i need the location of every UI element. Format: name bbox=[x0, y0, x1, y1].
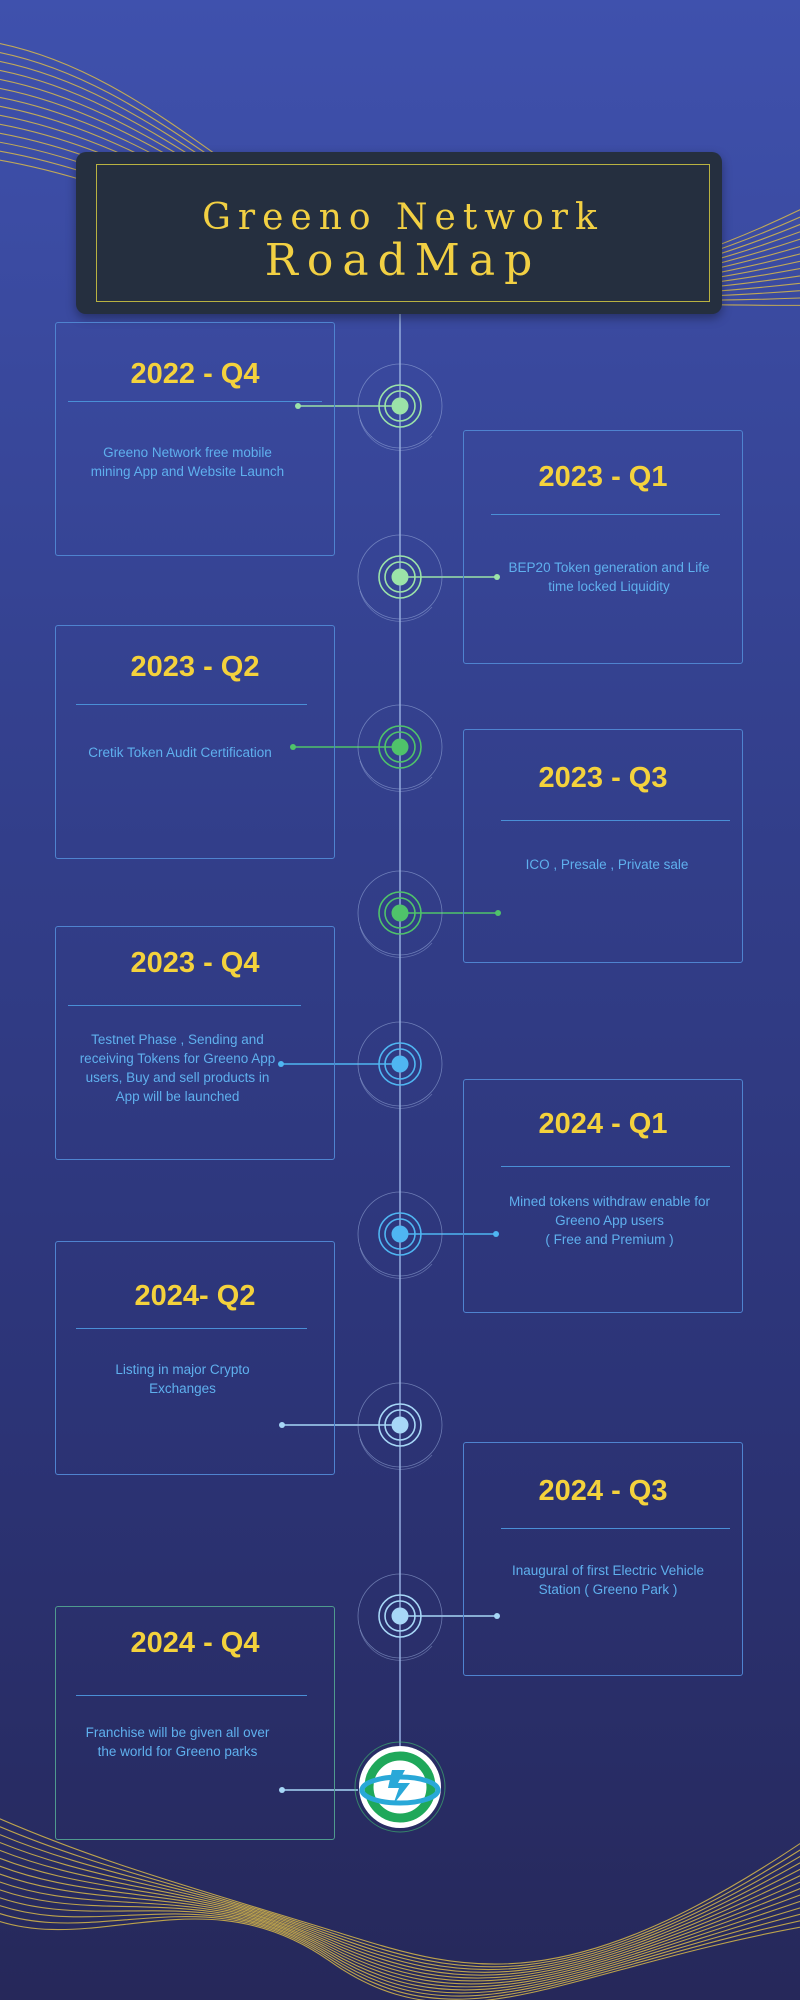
milestone-divider bbox=[76, 704, 307, 705]
milestone-description: Franchise will be given all over the wor… bbox=[85, 1725, 270, 1759]
milestone-title: 2023 - Q4 bbox=[130, 947, 260, 979]
connector-dot bbox=[279, 1787, 285, 1793]
timeline-node bbox=[357, 1191, 443, 1279]
connector-dot bbox=[279, 1422, 285, 1428]
milestone-card: 2023 - Q2 Cretik Token Audit Certificatio… bbox=[55, 625, 335, 859]
connector-dot bbox=[278, 1061, 284, 1067]
milestone-title: 2024- Q2 bbox=[134, 1280, 256, 1312]
milestone-divider bbox=[491, 514, 720, 515]
milestone-title: 2023 - Q2 bbox=[130, 651, 260, 683]
milestone-title: 2023 - Q3 bbox=[538, 762, 668, 794]
milestone-divider bbox=[501, 1166, 730, 1167]
title-frame: Greeno Network RoadMap bbox=[96, 164, 710, 302]
milestone-card: 2022 - Q4 Greeno Network free mobile mini… bbox=[55, 322, 335, 556]
milestone-description: Mined tokens withdraw enable for Greeno … bbox=[508, 1194, 711, 1247]
milestone-description: Listing in major Crypto Exchanges bbox=[115, 1362, 250, 1396]
milestone-card: 2024 - Q1 Mined tokens withdraw enable fo… bbox=[463, 1079, 743, 1313]
greeno-logo-icon bbox=[354, 1741, 446, 1833]
milestone-description: ICO , Presale , Private sale bbox=[525, 857, 689, 872]
timeline-node bbox=[357, 1573, 443, 1661]
milestone-card: 2023 - Q3 ICO , Presale , Private sale bbox=[463, 729, 743, 963]
timeline-node bbox=[357, 1021, 443, 1109]
milestone-divider bbox=[76, 1695, 307, 1696]
milestone-description: Greeno Network free mobile mining App an… bbox=[90, 445, 285, 479]
milestone-description: BEP20 Token generation and Life time loc… bbox=[508, 560, 710, 594]
timeline-node bbox=[357, 870, 443, 958]
milestone-description: Cretik Token Audit Certification bbox=[88, 745, 272, 760]
timeline-node bbox=[357, 363, 443, 451]
milestone-divider bbox=[76, 1328, 307, 1329]
milestone-card: 2024 - Q4 Franchise will be given all ove… bbox=[55, 1606, 335, 1840]
milestone-divider bbox=[68, 1005, 301, 1006]
connector-dot bbox=[494, 1613, 500, 1619]
milestone-description: Inaugural of first Electric Vehicle Stat… bbox=[511, 1563, 705, 1597]
connector-dot bbox=[494, 574, 500, 580]
milestone-card: 2023 - Q1 BEP20 Token generation and Life… bbox=[463, 430, 743, 664]
milestone-title: 2024 - Q4 bbox=[130, 1627, 260, 1659]
timeline-node bbox=[357, 1382, 443, 1470]
milestone-card: 2024 - Q3 Inaugural of first Electric Veh… bbox=[463, 1442, 743, 1676]
milestone-divider bbox=[501, 1528, 730, 1529]
page-subtitle: RoadMap bbox=[264, 235, 542, 286]
milestone-title: 2022 - Q4 bbox=[130, 358, 260, 390]
milestone-description: Testnet Phase , Sending and receiving To… bbox=[79, 1032, 276, 1104]
connector-dot bbox=[493, 1231, 499, 1237]
timeline-node bbox=[357, 534, 443, 622]
milestone-card: 2023 - Q4 Testnet Phase , Sending and rec… bbox=[55, 926, 335, 1160]
connector-dot bbox=[295, 403, 301, 409]
connector-dot bbox=[290, 744, 296, 750]
milestone-title: 2023 - Q1 bbox=[538, 461, 668, 493]
milestone-title: 2024 - Q1 bbox=[538, 1108, 668, 1140]
milestone-divider bbox=[68, 401, 322, 402]
page-title: Greeno Network bbox=[202, 197, 604, 238]
title-banner: Greeno Network RoadMap bbox=[76, 152, 722, 314]
connector-dot bbox=[495, 910, 501, 916]
milestone-title: 2024 - Q3 bbox=[538, 1475, 668, 1507]
milestone-card: 2024- Q2 Listing in major Crypto Exchange… bbox=[55, 1241, 335, 1475]
milestone-divider bbox=[501, 820, 730, 821]
timeline-node bbox=[357, 704, 443, 792]
